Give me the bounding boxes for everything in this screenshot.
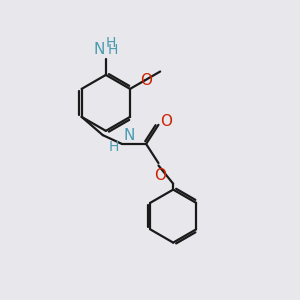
Text: H: H — [108, 43, 119, 57]
Text: O: O — [160, 114, 172, 129]
Text: N: N — [94, 42, 105, 57]
Text: H: H — [109, 140, 119, 154]
Text: H: H — [106, 37, 116, 50]
Text: N: N — [123, 128, 134, 143]
Text: O: O — [140, 73, 152, 88]
Text: O: O — [154, 168, 166, 183]
